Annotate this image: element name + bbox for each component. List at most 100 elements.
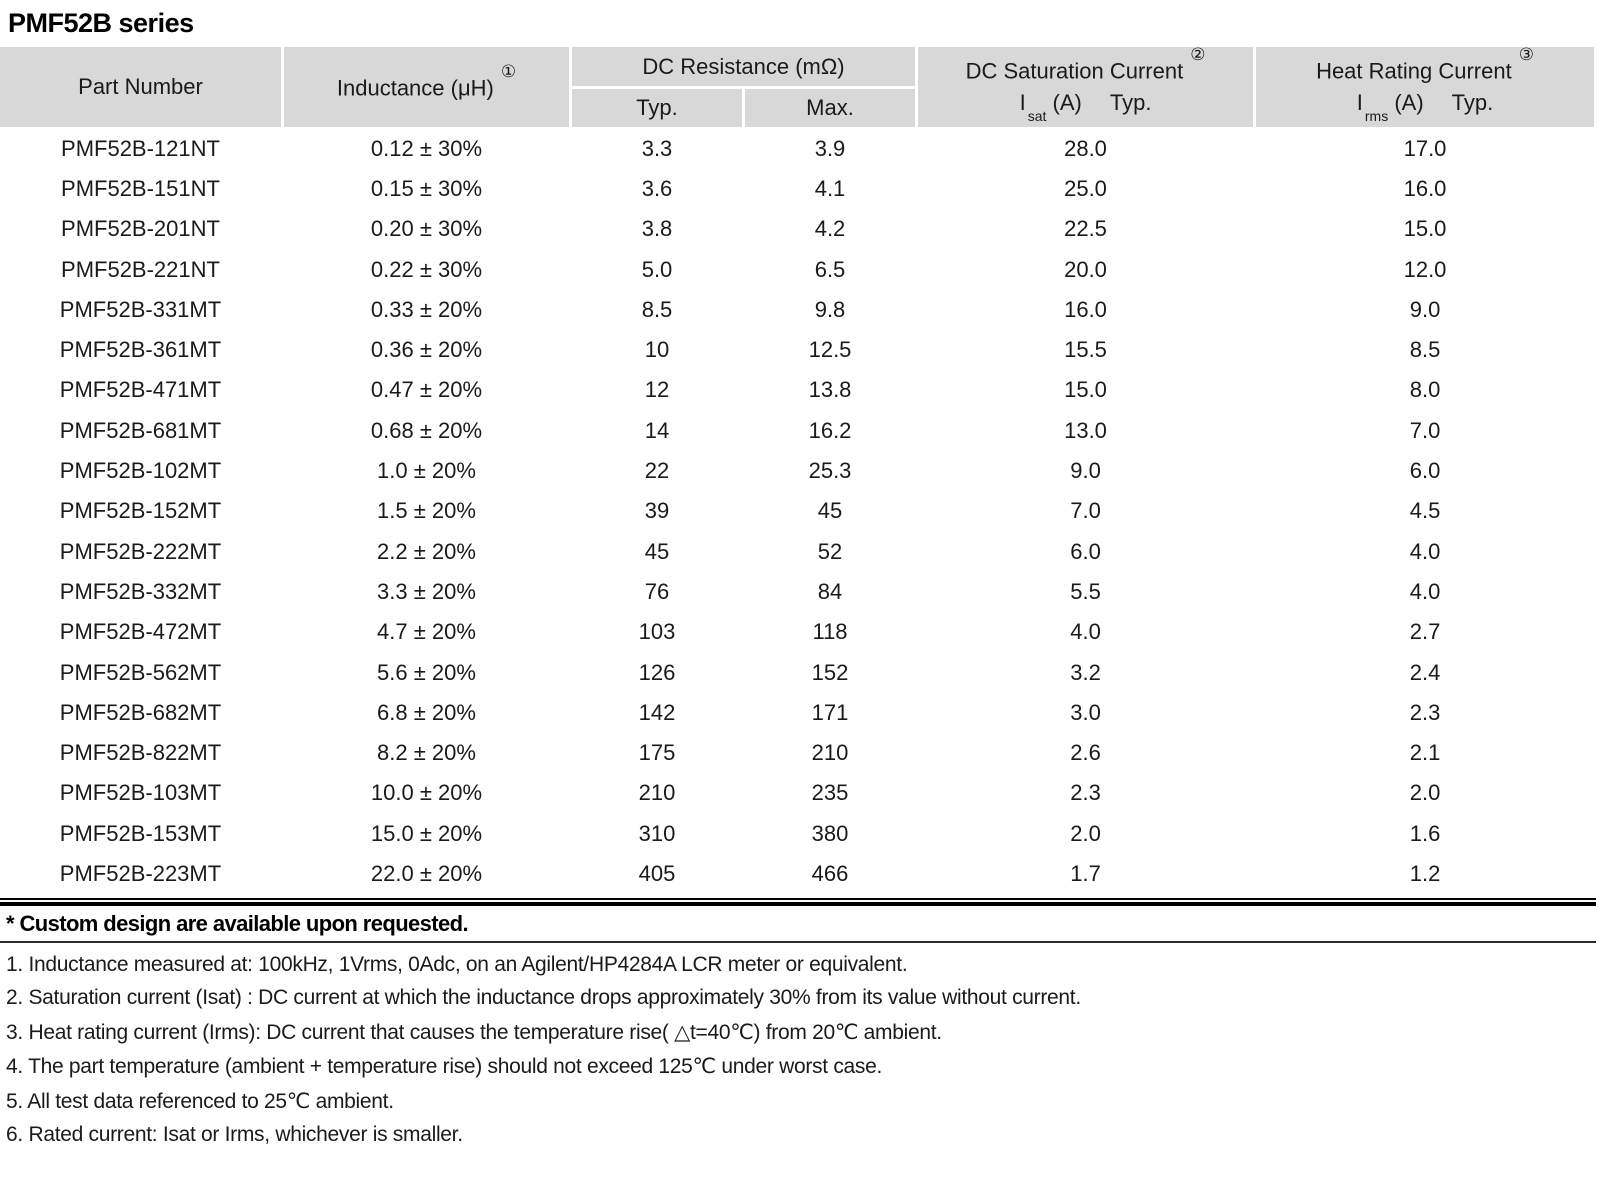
- heat-rating-cell: 4.5: [1256, 492, 1595, 530]
- heat-rating-cell: 1.6: [1256, 815, 1595, 853]
- table-row: PMF52B-472MT 4.7 ± 20% 103 118 4.0 2.7: [0, 613, 1595, 651]
- table-row: PMF52B-223MT 22.0 ± 20% 405 466 1.7 1.2: [0, 855, 1595, 893]
- heat-rating-cell: 17.0: [1256, 130, 1595, 168]
- inductance-cell: 0.20 ± 30%: [284, 210, 569, 248]
- footnote-5: 5. All test data referenced to 25℃ ambie…: [6, 1089, 394, 1113]
- saturation-current-cell: 5.5: [918, 573, 1254, 611]
- resistance-typ-cell: 5.0: [572, 250, 742, 289]
- heat-rating-cell: 2.4: [1256, 653, 1595, 692]
- header-dc-resistance: DC Resistance (mΩ): [572, 47, 916, 86]
- table-row: PMF52B-102MT 1.0 ± 20% 22 25.3 9.0 6.0: [0, 452, 1595, 490]
- resistance-typ-cell: 3.6: [572, 170, 742, 208]
- part-number-cell: PMF52B-681MT: [0, 412, 281, 450]
- part-number-cell: PMF52B-103MT: [0, 774, 281, 813]
- saturation-current-cell: 4.0: [918, 613, 1254, 651]
- table-row: PMF52B-103MT 10.0 ± 20% 210 235 2.3 2.0: [0, 774, 1595, 813]
- part-number-cell: PMF52B-152MT: [0, 492, 281, 530]
- inductance-cell: 0.15 ± 30%: [284, 170, 569, 208]
- saturation-current-cell: 9.0: [918, 452, 1254, 490]
- inductance-cell: 1.0 ± 20%: [284, 452, 569, 490]
- saturation-current-cell: 22.5: [918, 210, 1254, 248]
- resistance-max-cell: 380: [745, 815, 916, 853]
- part-number-cell: PMF52B-151NT: [0, 170, 281, 208]
- inductance-cell: 0.12 ± 30%: [284, 130, 569, 168]
- resistance-typ-cell: 76: [572, 573, 742, 611]
- inductance-cell: 6.8 ± 20%: [284, 694, 569, 732]
- irms-symbol: I: [1356, 90, 1363, 116]
- saturation-current-cell: 3.2: [918, 653, 1254, 692]
- table-header: Part Number Inductance (μH) ① DC Resistan…: [0, 45, 1595, 127]
- resistance-typ-cell: 14: [572, 412, 742, 450]
- header-dc-saturation: DC Saturation Current ② Isat (A) Typ.: [918, 46, 1254, 127]
- resistance-max-cell: 84: [745, 573, 916, 611]
- inductance-cell: 8.2 ± 20%: [284, 734, 569, 772]
- part-number-cell: PMF52B-221NT: [0, 250, 281, 289]
- resistance-typ-cell: 45: [572, 532, 742, 571]
- heat-rating-cell: 7.0: [1256, 412, 1595, 450]
- table-row: PMF52B-222MT 2.2 ± 20% 45 52 6.0 4.0: [0, 532, 1595, 571]
- irms-subscript: rms: [1364, 107, 1389, 124]
- table-row: PMF52B-361MT 0.36 ± 20% 10 12.5 15.5 8.5: [0, 331, 1595, 369]
- resistance-max-cell: 12.5: [745, 331, 916, 369]
- table-row: PMF52B-471MT 0.47 ± 20% 12 13.8 15.0 8.0: [0, 371, 1595, 410]
- resistance-typ-cell: 12: [572, 371, 742, 410]
- resistance-typ-cell: 39: [572, 492, 742, 530]
- heat-rating-cell: 2.3: [1256, 694, 1595, 732]
- resistance-typ-cell: 405: [572, 855, 742, 893]
- heat-rating-cell: 16.0: [1256, 170, 1595, 208]
- table-body: PMF52B-121NT 0.12 ± 30% 3.3 3.9 28.0 17.…: [0, 130, 1595, 893]
- resistance-max-cell: 25.3: [745, 452, 916, 490]
- isat-typ-label: Typ.: [1109, 90, 1152, 116]
- header-heat-rating-label: Heat Rating Current: [1316, 58, 1512, 84]
- header-inductance-label: Inductance (μH): [336, 75, 494, 101]
- footnote-4: 4. The part temperature (ambient + tempe…: [6, 1055, 883, 1079]
- table-row: PMF52B-153MT 15.0 ± 20% 310 380 2.0 1.6: [0, 815, 1595, 853]
- footnote-3: 3. Heat rating current (Irms): DC curren…: [6, 1020, 942, 1044]
- saturation-current-cell: 25.0: [918, 170, 1254, 208]
- irms-typ-label: Typ.: [1451, 90, 1494, 116]
- table-row: PMF52B-332MT 3.3 ± 20% 76 84 5.5 4.0: [0, 573, 1595, 611]
- part-number-cell: PMF52B-222MT: [0, 532, 281, 571]
- part-number-cell: PMF52B-332MT: [0, 573, 281, 611]
- part-number-cell: PMF52B-331MT: [0, 291, 281, 329]
- header-part-number-label: Part Number: [78, 74, 203, 99]
- resistance-max-cell: 52: [745, 532, 916, 571]
- part-number-cell: PMF52B-153MT: [0, 815, 281, 853]
- resistance-max-cell: 4.1: [745, 170, 916, 208]
- custom-design-note: * Custom design are available upon reque…: [6, 910, 469, 936]
- resistance-typ-cell: 22: [572, 452, 742, 490]
- footnotes: 1. Inductance measured at: 100kHz, 1Vrms…: [0, 943, 1600, 1148]
- resistance-max-cell: 152: [745, 653, 916, 692]
- resistance-typ-cell: 3.3: [572, 130, 742, 168]
- table-row: PMF52B-682MT 6.8 ± 20% 142 171 3.0 2.3: [0, 694, 1595, 732]
- part-number-cell: PMF52B-822MT: [0, 734, 281, 772]
- heat-rating-cell: 2.1: [1256, 734, 1595, 772]
- resistance-typ-cell: 126: [572, 653, 742, 692]
- table-bottom-rule: [0, 897, 1596, 906]
- saturation-current-cell: 3.0: [918, 694, 1254, 732]
- resistance-max-cell: 6.5: [745, 250, 916, 289]
- saturation-current-cell: 1.7: [918, 855, 1254, 893]
- saturation-current-cell: 16.0: [918, 291, 1254, 329]
- footnote-ref-3: ③: [1518, 45, 1534, 65]
- resistance-max-cell: 16.2: [745, 412, 916, 450]
- saturation-current-cell: 20.0: [918, 250, 1254, 289]
- header-dc-saturation-label: DC Saturation Current: [965, 58, 1184, 84]
- notes-divider-rule: [0, 940, 1596, 943]
- resistance-typ-cell: 3.8: [572, 210, 742, 248]
- saturation-current-cell: 2.6: [918, 734, 1254, 772]
- heat-rating-cell: 9.0: [1256, 291, 1595, 329]
- table-row: PMF52B-201NT 0.20 ± 30% 3.8 4.2 22.5 15.…: [0, 210, 1595, 248]
- saturation-current-cell: 6.0: [918, 532, 1254, 571]
- resistance-typ-cell: 210: [572, 774, 742, 813]
- part-number-cell: PMF52B-361MT: [0, 331, 281, 369]
- heat-rating-cell: 6.0: [1256, 452, 1595, 490]
- inductance-cell: 10.0 ± 20%: [284, 774, 569, 813]
- isat-subscript: sat: [1027, 107, 1047, 124]
- resistance-max-cell: 45: [745, 492, 916, 530]
- heat-rating-cell: 15.0: [1256, 210, 1595, 248]
- resistance-typ-cell: 8.5: [572, 291, 742, 329]
- saturation-current-cell: 15.5: [918, 331, 1254, 369]
- part-number-cell: PMF52B-562MT: [0, 653, 281, 692]
